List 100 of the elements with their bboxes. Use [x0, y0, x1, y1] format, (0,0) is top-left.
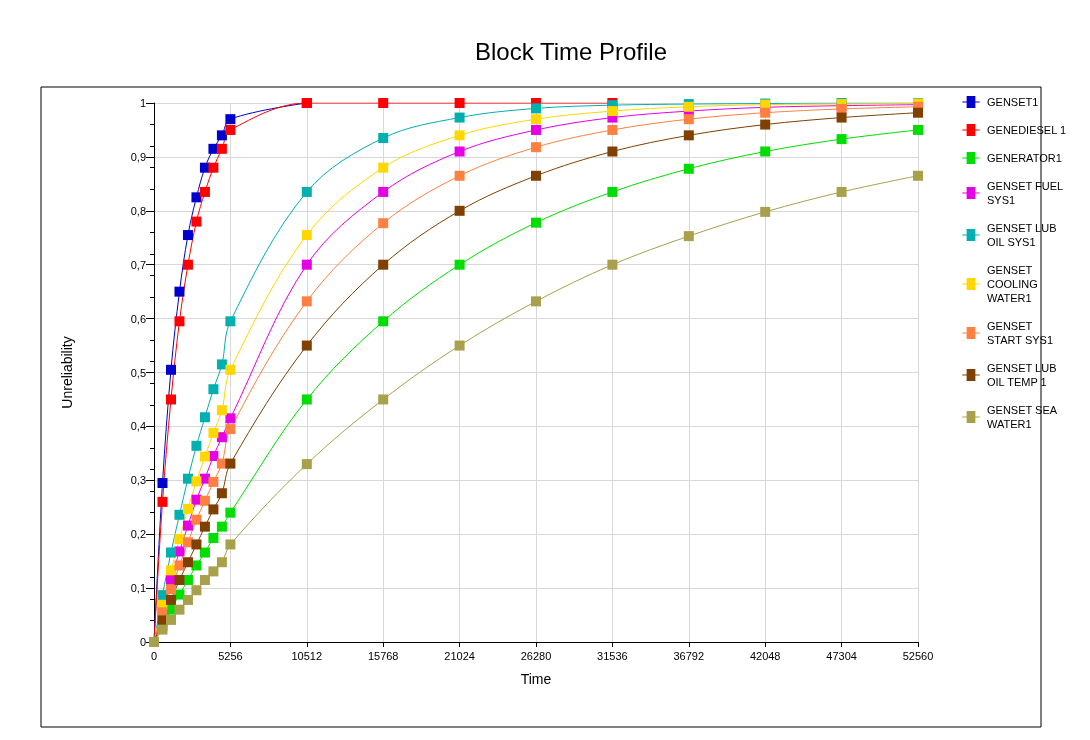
- point: [199, 495, 210, 506]
- y-tick-label: 1: [139, 97, 146, 109]
- point: [378, 218, 389, 229]
- point: [301, 259, 312, 270]
- point: [607, 106, 618, 117]
- point: [182, 594, 193, 605]
- y-tick-label: 0,3: [130, 474, 146, 487]
- point: [191, 514, 202, 525]
- point: [165, 364, 176, 375]
- point: [174, 316, 185, 327]
- point: [208, 162, 219, 173]
- point: [913, 124, 923, 135]
- point: [454, 130, 465, 141]
- x-tick-label: 10512: [291, 649, 323, 662]
- point: [225, 458, 236, 469]
- chart-title: Block Time Profile: [474, 37, 668, 65]
- y-tick-label: 0,1: [130, 582, 146, 595]
- point: [182, 259, 193, 270]
- point: [225, 507, 236, 518]
- point: [378, 162, 389, 173]
- point: [378, 259, 389, 270]
- legend-label: GENSET1: [987, 96, 1039, 108]
- point: [216, 130, 227, 141]
- point: [378, 98, 389, 108]
- point: [216, 557, 227, 568]
- point: [182, 503, 193, 514]
- point: [225, 316, 236, 327]
- y-tick-label: 0,5: [130, 366, 146, 379]
- point: [165, 565, 176, 576]
- point: [191, 440, 202, 451]
- point: [191, 585, 202, 596]
- point: [165, 394, 176, 405]
- point: [454, 340, 465, 351]
- point: [191, 192, 202, 203]
- y-tick-label: 0: [139, 636, 146, 648]
- y-axis-title: Unreliability: [59, 336, 75, 409]
- x-tick-label: 36792: [673, 649, 705, 662]
- point: [165, 614, 176, 625]
- y-tick-label: 0,2: [130, 528, 146, 541]
- point: [607, 124, 618, 135]
- point: [531, 124, 541, 135]
- point: [836, 134, 847, 145]
- point: [607, 259, 618, 270]
- legend-label: GENSET SEA WATER1: [987, 404, 1060, 430]
- point: [216, 432, 227, 443]
- y-tick-label: 0,9: [130, 150, 146, 163]
- point: [225, 364, 236, 375]
- point: [454, 170, 465, 181]
- point: [531, 217, 541, 228]
- y-tick-label: 0,7: [130, 258, 146, 271]
- point: [531, 114, 541, 125]
- point: [208, 427, 219, 438]
- point: [216, 405, 227, 416]
- legend-label: GENSET COOLING WATER1: [987, 264, 1041, 304]
- point: [182, 230, 193, 241]
- point: [378, 394, 389, 405]
- point: [454, 146, 465, 157]
- x-tick-label: 5256: [218, 649, 243, 662]
- point: [216, 488, 227, 499]
- point: [301, 394, 312, 405]
- point: [174, 286, 185, 297]
- point: [760, 206, 771, 217]
- point: [531, 296, 541, 307]
- point: [157, 477, 168, 488]
- point: [301, 186, 312, 197]
- point: [760, 146, 771, 157]
- point: [683, 130, 694, 141]
- x-tick-label: 21024: [444, 649, 475, 662]
- point: [199, 412, 210, 423]
- point: [199, 547, 210, 558]
- point: [531, 170, 541, 181]
- point: [378, 316, 389, 327]
- point: [531, 103, 541, 114]
- point: [174, 509, 185, 520]
- point: [378, 186, 389, 197]
- x-tick-label: 52560: [902, 649, 934, 662]
- point: [301, 459, 312, 470]
- point: [225, 539, 236, 550]
- legend-label: GENSET FUEL SYS1: [987, 180, 1066, 206]
- point: [225, 124, 236, 135]
- y-tick-label: 0,6: [130, 312, 146, 325]
- point: [225, 413, 236, 424]
- point: [208, 384, 219, 395]
- point: [913, 170, 923, 181]
- point: [199, 521, 210, 532]
- x-tick-label: 0: [150, 649, 158, 662]
- point: [378, 133, 389, 144]
- point: [683, 231, 694, 242]
- y-tick-label: 0,4: [130, 420, 146, 433]
- point: [165, 584, 176, 595]
- point: [683, 163, 694, 174]
- point: [174, 575, 185, 586]
- point: [174, 604, 185, 615]
- point: [174, 534, 185, 545]
- point: [454, 112, 465, 123]
- point: [225, 424, 236, 435]
- point: [216, 359, 227, 370]
- point: [157, 590, 168, 601]
- point: [301, 230, 312, 241]
- legend-label: GENSET LUB OIL TEMP 1: [987, 362, 1060, 388]
